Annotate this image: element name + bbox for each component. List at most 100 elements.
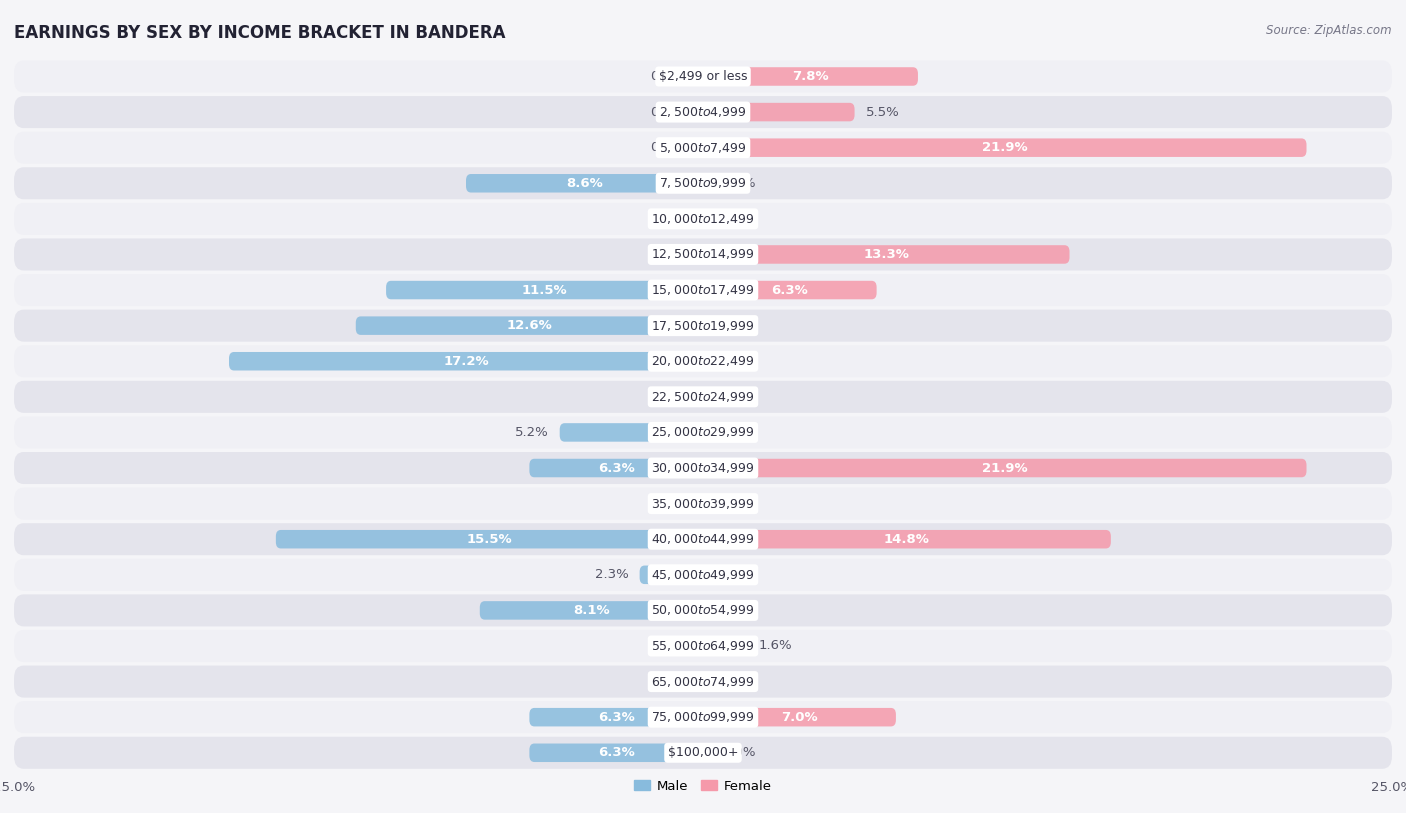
Text: 6.3%: 6.3% [598,746,634,759]
Text: 0.0%: 0.0% [650,70,683,83]
Text: 11.5%: 11.5% [522,284,568,297]
Text: $2,499 or less: $2,499 or less [659,70,747,83]
FancyBboxPatch shape [695,246,703,263]
FancyBboxPatch shape [229,352,703,371]
FancyBboxPatch shape [14,737,1392,769]
Text: 0.0%: 0.0% [723,354,756,367]
Text: $22,500 to $24,999: $22,500 to $24,999 [651,389,755,404]
Text: $40,000 to $44,999: $40,000 to $44,999 [651,533,755,546]
Text: 0.0%: 0.0% [650,497,683,510]
FancyBboxPatch shape [14,559,1392,591]
Text: $50,000 to $54,999: $50,000 to $54,999 [651,603,755,617]
FancyBboxPatch shape [560,424,703,441]
FancyBboxPatch shape [703,138,1306,157]
FancyBboxPatch shape [356,316,703,335]
FancyBboxPatch shape [695,210,703,228]
Text: $20,000 to $22,499: $20,000 to $22,499 [651,354,755,368]
Text: 0.0%: 0.0% [650,248,683,261]
FancyBboxPatch shape [703,744,711,762]
FancyBboxPatch shape [703,672,711,691]
Text: $7,500 to $9,999: $7,500 to $9,999 [659,176,747,190]
FancyBboxPatch shape [276,530,703,549]
Text: 0.0%: 0.0% [723,320,756,333]
Text: 0.0%: 0.0% [723,176,756,189]
Text: 0.0%: 0.0% [723,390,756,403]
Text: EARNINGS BY SEX BY INCOME BRACKET IN BANDERA: EARNINGS BY SEX BY INCOME BRACKET IN BAN… [14,24,506,42]
Text: 17.2%: 17.2% [443,354,489,367]
FancyBboxPatch shape [695,388,703,406]
Text: 6.3%: 6.3% [598,711,634,724]
Legend: Male, Female: Male, Female [628,775,778,798]
Text: 7.0%: 7.0% [782,711,818,724]
FancyBboxPatch shape [703,174,711,193]
FancyBboxPatch shape [695,637,703,655]
Text: $45,000 to $49,999: $45,000 to $49,999 [651,567,755,582]
FancyBboxPatch shape [703,566,711,584]
FancyBboxPatch shape [14,274,1392,306]
FancyBboxPatch shape [695,138,703,157]
FancyBboxPatch shape [703,352,711,371]
FancyBboxPatch shape [14,310,1392,341]
FancyBboxPatch shape [479,601,703,620]
Text: 0.0%: 0.0% [650,212,683,225]
FancyBboxPatch shape [14,132,1392,163]
FancyBboxPatch shape [703,67,918,85]
FancyBboxPatch shape [14,346,1392,377]
FancyBboxPatch shape [14,167,1392,199]
FancyBboxPatch shape [465,174,703,193]
Text: 0.0%: 0.0% [723,746,756,759]
FancyBboxPatch shape [695,67,703,85]
FancyBboxPatch shape [703,424,711,441]
Text: 13.3%: 13.3% [863,248,910,261]
Text: $12,500 to $14,999: $12,500 to $14,999 [651,247,755,262]
FancyBboxPatch shape [703,280,876,299]
FancyBboxPatch shape [695,672,703,691]
Text: 5.2%: 5.2% [515,426,548,439]
FancyBboxPatch shape [14,416,1392,449]
Text: 21.9%: 21.9% [981,141,1028,154]
Text: 8.6%: 8.6% [567,176,603,189]
FancyBboxPatch shape [530,744,703,762]
Text: 0.0%: 0.0% [723,497,756,510]
FancyBboxPatch shape [703,102,855,121]
FancyBboxPatch shape [703,494,711,513]
Text: 7.8%: 7.8% [792,70,828,83]
Text: $2,500 to $4,999: $2,500 to $4,999 [659,105,747,119]
Text: 6.3%: 6.3% [772,284,808,297]
FancyBboxPatch shape [703,316,711,335]
Text: 0.0%: 0.0% [723,675,756,688]
Text: $100,000+: $100,000+ [668,746,738,759]
Text: 0.0%: 0.0% [650,106,683,119]
FancyBboxPatch shape [387,280,703,299]
FancyBboxPatch shape [14,238,1392,271]
Text: $5,000 to $7,499: $5,000 to $7,499 [659,141,747,154]
Text: 6.3%: 6.3% [598,462,634,475]
FancyBboxPatch shape [14,701,1392,733]
Text: $35,000 to $39,999: $35,000 to $39,999 [651,497,755,511]
FancyBboxPatch shape [703,637,747,655]
Text: 15.5%: 15.5% [467,533,512,546]
Text: $15,000 to $17,499: $15,000 to $17,499 [651,283,755,297]
Text: $75,000 to $99,999: $75,000 to $99,999 [651,711,755,724]
FancyBboxPatch shape [14,594,1392,626]
FancyBboxPatch shape [530,708,703,727]
Text: 0.0%: 0.0% [723,426,756,439]
FancyBboxPatch shape [703,388,711,406]
Text: 1.6%: 1.6% [758,640,792,653]
FancyBboxPatch shape [14,452,1392,484]
Text: $17,500 to $19,999: $17,500 to $19,999 [651,319,755,333]
FancyBboxPatch shape [14,380,1392,413]
Text: $65,000 to $74,999: $65,000 to $74,999 [651,675,755,689]
FancyBboxPatch shape [703,601,711,620]
FancyBboxPatch shape [640,566,703,584]
Text: 0.0%: 0.0% [650,675,683,688]
FancyBboxPatch shape [695,102,703,121]
FancyBboxPatch shape [14,666,1392,698]
Text: 8.1%: 8.1% [574,604,610,617]
Text: 21.9%: 21.9% [981,462,1028,475]
FancyBboxPatch shape [530,459,703,477]
FancyBboxPatch shape [14,630,1392,662]
Text: 0.0%: 0.0% [723,568,756,581]
Text: 2.3%: 2.3% [595,568,628,581]
Text: 5.5%: 5.5% [866,106,900,119]
